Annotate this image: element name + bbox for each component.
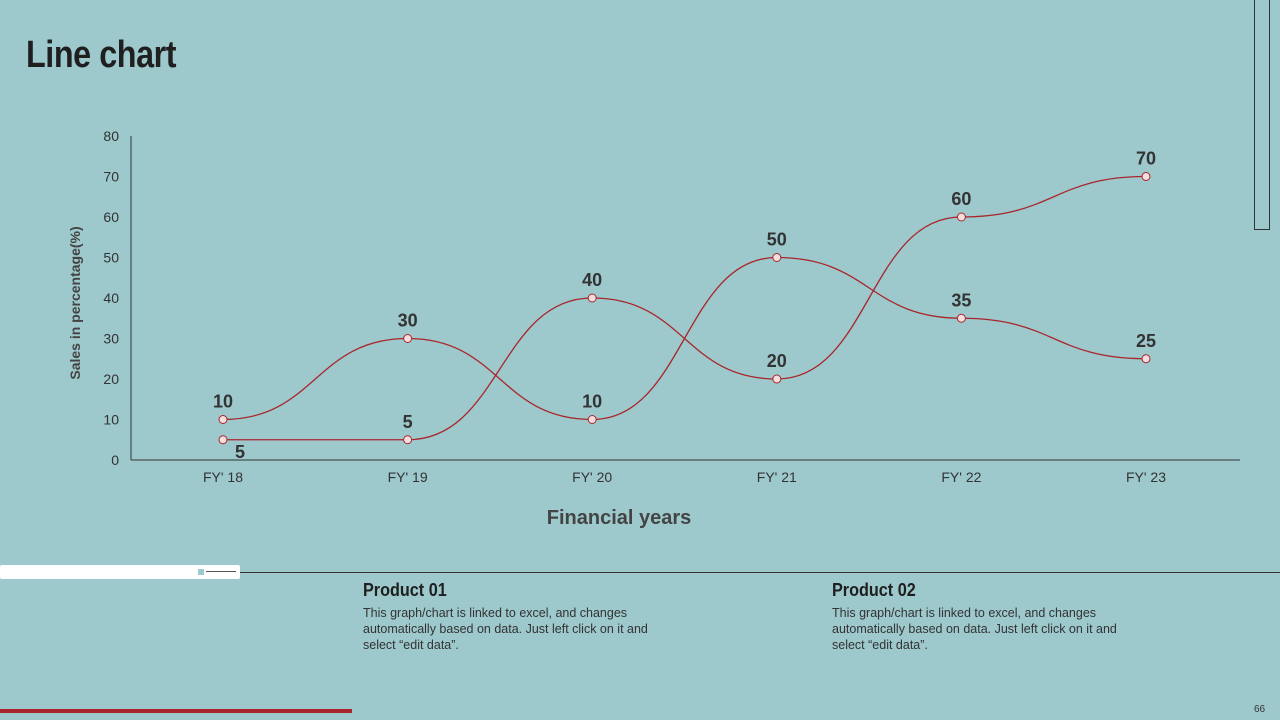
x-tick-label: FY' 23 <box>1126 469 1166 485</box>
decorative-square <box>198 569 204 575</box>
x-tick-label: FY' 20 <box>572 469 612 485</box>
series-1-point <box>956 313 966 323</box>
data-label: 25 <box>1136 331 1156 351</box>
decorative-frame <box>1254 0 1270 230</box>
product-01-block: Product 01 This graph/chart is linked to… <box>363 580 683 653</box>
series-1-point <box>772 253 782 262</box>
x-tick-label: FY' 22 <box>941 469 981 485</box>
slide-title: Line chart <box>26 34 177 76</box>
section-divider <box>0 572 1280 573</box>
product-01-title: Product 01 <box>363 580 447 600</box>
decorative-bar <box>0 565 240 579</box>
data-label: 50 <box>767 230 787 250</box>
y-tick-label: 40 <box>103 290 119 306</box>
y-tick-label: 80 <box>103 128 119 144</box>
y-tick-label: 50 <box>103 250 119 266</box>
series-1-point <box>587 415 597 424</box>
data-label: 60 <box>951 189 971 209</box>
x-axis-label: Financial years <box>547 507 692 529</box>
data-label: 40 <box>582 270 602 290</box>
accent-bar <box>0 709 352 713</box>
y-axis-label: Sales in percentage(%) <box>67 226 83 379</box>
y-tick-label: 30 <box>103 331 119 347</box>
data-label: 30 <box>398 311 418 331</box>
product-01-description: This graph/chart is linked to excel, and… <box>363 606 648 652</box>
series-2-point <box>403 435 413 445</box>
data-label: 35 <box>951 290 971 310</box>
x-tick-label: FY' 19 <box>388 469 428 485</box>
y-tick-label: 0 <box>111 452 119 468</box>
series-2-point <box>772 374 782 384</box>
page-number: 66 <box>1254 704 1266 715</box>
x-tick-label: FY' 18 <box>203 469 243 485</box>
series-line-2 <box>223 175 1147 441</box>
decorative-line <box>206 571 236 572</box>
data-label: 5 <box>235 442 245 462</box>
series-1-point <box>1141 354 1151 364</box>
product-02-title: Product 02 <box>832 580 916 600</box>
series-2-point <box>956 212 966 222</box>
data-label: 10 <box>582 392 602 412</box>
series-line-1 <box>222 256 1147 421</box>
series-2-point <box>1141 172 1151 181</box>
series-1-point <box>403 334 413 343</box>
x-tick-label: FY' 21 <box>757 469 797 485</box>
product-02-block: Product 02 This graph/chart is linked to… <box>832 580 1152 653</box>
y-tick-label: 20 <box>103 371 119 387</box>
data-label: 5 <box>403 412 413 432</box>
series-2-point <box>587 293 597 303</box>
product-02-description: This graph/chart is linked to excel, and… <box>832 606 1117 652</box>
line-chart: 0 10 20 30 40 50 60 70 80 FY' 18 FY' 19 FY' 20 FY' 2… <box>67 128 1240 529</box>
y-tick-label: 70 <box>103 169 119 185</box>
y-tick-label: 10 <box>103 412 119 428</box>
y-tick-label: 60 <box>103 209 119 225</box>
series-2-point <box>218 435 228 445</box>
series-1-point <box>218 415 228 424</box>
data-label: 70 <box>1136 149 1156 169</box>
data-label: 10 <box>213 392 233 412</box>
data-label: 20 <box>767 351 787 371</box>
